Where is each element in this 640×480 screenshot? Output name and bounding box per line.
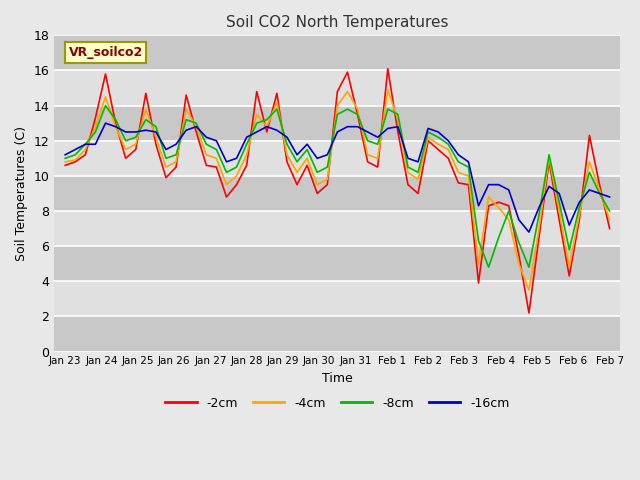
-16cm xyxy=(605,194,613,200)
-2cm xyxy=(384,66,392,72)
Legend: -2cm, -4cm, -8cm, -16cm: -2cm, -4cm, -8cm, -16cm xyxy=(161,392,515,415)
-8cm xyxy=(172,152,180,157)
-8cm xyxy=(102,103,109,108)
-2cm xyxy=(122,156,129,161)
-16cm xyxy=(61,152,69,157)
-2cm xyxy=(263,129,271,135)
Y-axis label: Soil Temperatures (C): Soil Temperatures (C) xyxy=(15,126,28,261)
-4cm xyxy=(193,124,200,130)
Bar xyxy=(54,141,620,176)
-4cm xyxy=(122,146,129,152)
-8cm xyxy=(605,208,613,214)
Bar xyxy=(54,106,620,141)
-4cm xyxy=(263,124,271,130)
-16cm xyxy=(273,127,281,133)
-16cm xyxy=(132,129,140,135)
-2cm xyxy=(61,162,69,168)
-16cm xyxy=(202,134,210,140)
-16cm xyxy=(596,191,604,196)
-2cm xyxy=(565,273,573,279)
-8cm xyxy=(596,191,604,196)
-4cm xyxy=(605,217,613,223)
-8cm xyxy=(565,247,573,252)
-2cm xyxy=(605,226,613,231)
-16cm xyxy=(102,120,109,126)
-8cm xyxy=(132,134,140,140)
Bar xyxy=(54,176,620,211)
Line: -2cm: -2cm xyxy=(65,69,609,313)
Text: VR_soilco2: VR_soilco2 xyxy=(68,46,143,59)
Line: -16cm: -16cm xyxy=(65,123,609,232)
Bar xyxy=(54,281,620,316)
-4cm xyxy=(162,164,170,170)
Line: -8cm: -8cm xyxy=(65,106,609,267)
Bar xyxy=(54,36,620,71)
-4cm xyxy=(525,287,532,293)
-4cm xyxy=(384,87,392,93)
Title: Soil CO2 North Temperatures: Soil CO2 North Temperatures xyxy=(226,15,449,30)
-16cm xyxy=(172,142,180,147)
-8cm xyxy=(484,264,492,270)
-2cm xyxy=(596,182,604,188)
-8cm xyxy=(273,106,281,112)
-16cm xyxy=(525,229,532,235)
Bar xyxy=(54,246,620,281)
Bar xyxy=(54,71,620,106)
-8cm xyxy=(202,142,210,147)
Bar xyxy=(54,211,620,246)
-2cm xyxy=(162,175,170,180)
-2cm xyxy=(525,310,532,316)
-4cm xyxy=(61,159,69,165)
-4cm xyxy=(596,187,604,193)
-16cm xyxy=(565,222,573,228)
-4cm xyxy=(565,264,573,270)
Bar xyxy=(54,316,620,351)
X-axis label: Time: Time xyxy=(322,372,353,385)
-8cm xyxy=(61,156,69,161)
-2cm xyxy=(193,129,200,135)
Line: -4cm: -4cm xyxy=(65,90,609,290)
